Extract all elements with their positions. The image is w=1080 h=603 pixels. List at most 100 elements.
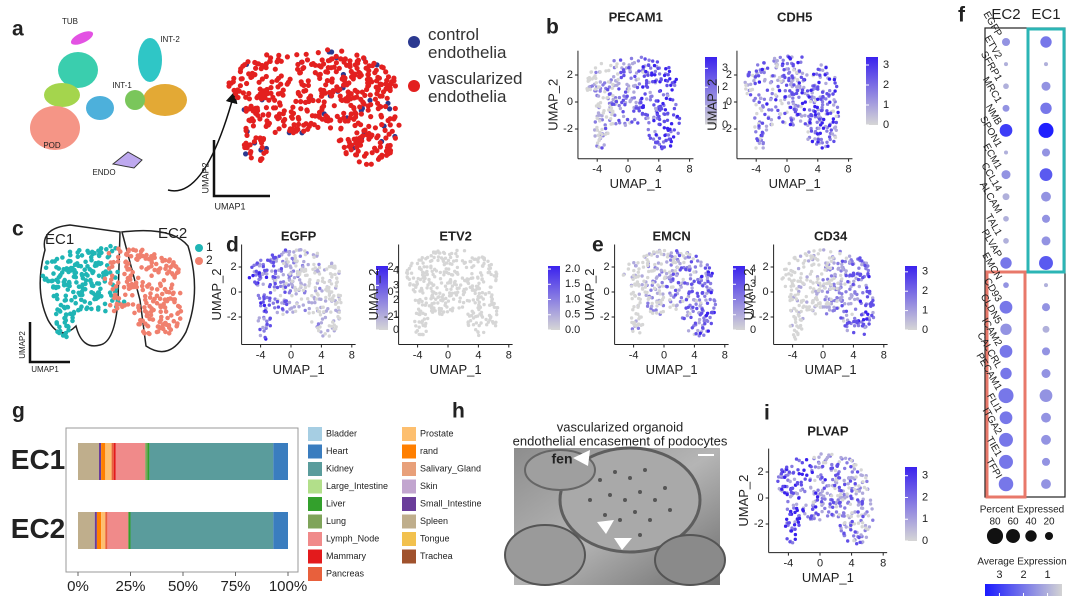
expression-dot xyxy=(1041,214,1051,223)
x-tick-label: 0 xyxy=(784,164,790,176)
legend-swatch xyxy=(308,497,322,511)
colorbar-tick-label: 1 xyxy=(750,309,756,321)
legend-label: Heart xyxy=(326,446,349,456)
expression-dot xyxy=(1040,36,1052,48)
x-tick-label: 8 xyxy=(722,349,728,361)
expression-dot xyxy=(1042,325,1050,333)
colorbar-tick-label: 4 xyxy=(750,263,756,275)
y-tick-label: 0 xyxy=(567,96,573,108)
y-tick-label: 0 xyxy=(726,96,732,108)
x-tick-label: -4 xyxy=(784,558,794,570)
plot-title: EMCN xyxy=(652,228,690,243)
expression-dot xyxy=(1001,170,1011,180)
size-legend-dot xyxy=(1044,531,1054,541)
group-label: EC2 xyxy=(991,6,1020,23)
expression-dot xyxy=(1003,282,1009,288)
axis-label: UMAP_1 xyxy=(769,176,821,191)
expression-dot xyxy=(1003,83,1009,90)
expression-dot xyxy=(1041,81,1051,91)
expression-dot xyxy=(1003,62,1009,67)
expression-dot xyxy=(1039,389,1053,402)
legend-label: Kidney xyxy=(326,463,354,473)
legend-label: Lung xyxy=(326,516,346,526)
axis-label: UMAP_1 xyxy=(430,362,482,377)
colorbar-tick-label: 0 xyxy=(750,324,756,336)
axis-label: UMAP2 xyxy=(18,331,27,359)
axis-label: UMAP_2 xyxy=(736,475,751,527)
x-tick-label: 25% xyxy=(115,578,145,595)
cluster-label: EC1 xyxy=(45,231,74,248)
colorbar-tick-label: 2 xyxy=(883,79,889,91)
colorbar xyxy=(376,266,388,330)
y-tick-label: -2 xyxy=(227,311,237,323)
y-tick-label: -2 xyxy=(722,123,732,135)
panel-letter: d xyxy=(226,234,239,257)
colorbar-tick-label: 2 xyxy=(393,294,399,306)
cell-dot-cloud xyxy=(856,274,874,323)
legend-label: Small_Intestine xyxy=(420,498,482,508)
x-tick-label: 4 xyxy=(318,349,324,361)
expression-dot xyxy=(1002,193,1010,201)
colorbar-tick-label: 0 xyxy=(393,324,399,336)
colorbar-tick-label: 1.0 xyxy=(565,293,580,305)
color-legend-label: 3 xyxy=(996,569,1002,581)
color-legend-label: 1 xyxy=(1045,569,1051,581)
colorbar-tick-label: 0 xyxy=(883,119,889,131)
bar-segment xyxy=(99,443,102,480)
x-tick-label: 0 xyxy=(445,349,451,361)
legend-label: Prostate xyxy=(420,428,454,438)
size-legend-label: 60 xyxy=(1007,517,1019,528)
legend-swatch xyxy=(308,462,322,476)
cell-dot-cloud xyxy=(746,54,841,146)
x-tick-label: 4 xyxy=(691,349,697,361)
legend-swatch xyxy=(308,549,322,564)
x-tick-label: 0 xyxy=(625,164,631,176)
cell-dot-cloud xyxy=(629,251,718,338)
y-tick-label: 2 xyxy=(726,69,732,81)
expression-dot xyxy=(999,454,1013,469)
colorbar xyxy=(866,57,878,125)
axis-label: UMAP_2 xyxy=(366,268,381,320)
legend-swatch xyxy=(308,567,322,581)
legend-label: Lymph_Node xyxy=(326,533,379,543)
cell-dot-cloud xyxy=(102,246,184,337)
colorbar-tick-label: 2 xyxy=(922,491,928,503)
bar-segment xyxy=(111,443,114,480)
cell-dot-cloud xyxy=(817,249,876,329)
bar-segment xyxy=(147,443,150,480)
legend-swatch xyxy=(402,549,416,564)
axis-label: UMAP_1 xyxy=(610,176,662,191)
expression-dot xyxy=(1039,168,1053,181)
axis-label: UMAP_2 xyxy=(582,268,597,320)
axis-label: UMAP_2 xyxy=(704,79,719,131)
y-tick-label: 2 xyxy=(762,261,768,273)
panel-letter: b xyxy=(546,16,559,39)
expression-dot xyxy=(1041,369,1051,378)
cell-dot-cloud xyxy=(835,256,875,336)
bar-segment xyxy=(273,512,288,549)
cell-dot-cloud xyxy=(743,55,838,150)
bar-segment xyxy=(128,512,131,549)
cluster-outline xyxy=(39,224,121,347)
colorbar xyxy=(733,266,745,330)
expression-dot xyxy=(1039,256,1053,270)
bar-segment xyxy=(107,512,129,549)
expression-dot xyxy=(1041,303,1051,312)
cell-dot-cloud xyxy=(587,60,670,147)
legend-swatch xyxy=(402,444,416,459)
plot-title: PECAM1 xyxy=(609,9,663,24)
bar-segment xyxy=(273,443,288,480)
legend-title: Average Expression xyxy=(977,557,1066,568)
x-tick-label: 75% xyxy=(220,578,250,595)
legend-swatch xyxy=(402,532,416,546)
plot-title: PLVAP xyxy=(807,423,849,438)
size-legend-label: 20 xyxy=(1043,517,1055,528)
legend-swatch xyxy=(402,462,416,476)
expression-dot xyxy=(1041,236,1051,246)
cell-dot-cloud xyxy=(272,248,343,338)
x-tick-label: 4 xyxy=(849,558,855,570)
cell-dot-cloud xyxy=(746,55,839,144)
legend-label: Salivary_Gland xyxy=(420,463,481,473)
x-tick-label: 0 xyxy=(817,558,823,570)
plot-title: CD34 xyxy=(814,228,848,243)
